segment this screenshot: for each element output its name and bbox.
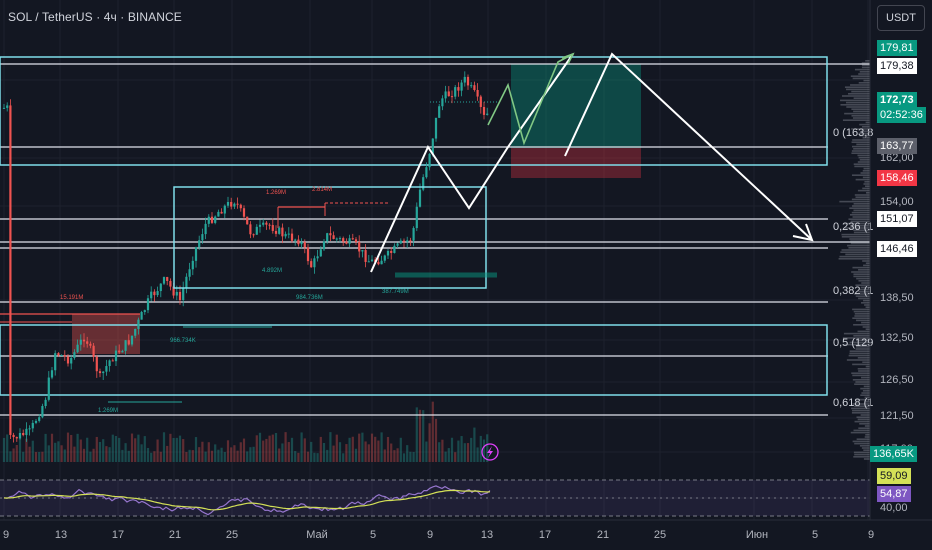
time-tick: 13 — [481, 529, 493, 541]
time-tick: 21 — [169, 529, 181, 541]
forecast-arrowhead — [792, 223, 814, 242]
forecast-arrowhead-alt — [561, 52, 575, 65]
rsi-label: 54,87 — [877, 486, 911, 502]
price-label-level-2: 151,07 — [877, 211, 917, 227]
horizontal-levels — [0, 56, 870, 416]
price-label-level-3: 146,46 — [877, 241, 917, 257]
lightning-icon[interactable] — [481, 443, 499, 461]
time-tick: 17 — [539, 529, 551, 541]
time-tick: 25 — [226, 529, 238, 541]
symbol-title[interactable]: SOL / TetherUS · 4ч · BINANCE — [8, 10, 182, 24]
volume-profile — [838, 60, 870, 460]
price-label-level-1: 163,77 — [877, 138, 917, 154]
consolidation-box[interactable] — [173, 186, 487, 289]
fib-05: 0,5 (129 — [833, 337, 873, 349]
time-tick: 13 — [55, 529, 67, 541]
vtag-7: 966.734K — [170, 338, 196, 344]
volume-bars — [2, 401, 489, 462]
price-tick: 132,50 — [880, 332, 914, 344]
price-tick: 154,00 — [880, 196, 914, 208]
price-label-red: 158,46 — [877, 170, 917, 186]
time-tick: 17 — [112, 529, 124, 541]
time-tick: 5 — [812, 529, 818, 541]
fib-0618: 0,618 (1 — [833, 397, 873, 409]
time-tick: 25 — [654, 529, 666, 541]
price-tick: 138,50 — [880, 292, 914, 304]
rsi-ma-label: 59,09 — [877, 468, 911, 484]
vtag-1: 1.269M — [266, 190, 286, 196]
vtag-4: 4.892M — [262, 268, 282, 274]
time-tick: 9 — [868, 529, 874, 541]
price-label-high: 179,81 — [877, 40, 917, 56]
fib-0: 0 (163,8 — [833, 127, 873, 139]
time-tick: Май — [306, 529, 328, 541]
long-profit-zone[interactable] — [511, 64, 641, 148]
candles — [2, 71, 489, 443]
time-tick: 9 — [3, 529, 9, 541]
time-tick: 5 — [370, 529, 376, 541]
price-tick: 162,00 — [880, 152, 914, 164]
price-tick: 126,50 — [880, 374, 914, 386]
vtag-3: 15.191M — [60, 295, 83, 301]
volume-label: 136,65K — [870, 446, 917, 462]
vtag-2: 2.814M — [312, 187, 332, 193]
price-tick: 40,00 — [880, 502, 908, 514]
time-tick: Июн — [746, 529, 768, 541]
long-loss-zone[interactable] — [511, 148, 641, 178]
price-label-mark: 179,38 — [877, 58, 917, 74]
currency-button[interactable]: USDT — [877, 5, 925, 31]
forecast-path-down[interactable] — [564, 52, 813, 241]
vtag-8: 1.269M — [98, 408, 118, 414]
countdown-label: 02:52:36 — [877, 107, 926, 123]
supply-zone — [72, 314, 140, 354]
time-tick: 21 — [597, 529, 609, 541]
vtag-5: 984.736M — [296, 295, 323, 301]
time-axis[interactable]: 9 13 17 21 25 Май 5 9 13 17 21 25 Июн 5 9 — [3, 529, 874, 541]
vtag-6: 387.749M — [382, 289, 409, 295]
rsi-ma-line — [4, 489, 491, 511]
price-tick: 121,50 — [880, 410, 914, 422]
price-label-last: 172,73 — [877, 92, 917, 108]
forecast-path-main[interactable] — [370, 53, 574, 273]
forecast-path-alt[interactable] — [487, 53, 574, 146]
time-tick: 9 — [427, 529, 433, 541]
grid — [0, 0, 870, 520]
fib-0382: 0,382 (1 — [833, 285, 873, 297]
fib-0236: 0,236 (1 — [833, 221, 873, 233]
